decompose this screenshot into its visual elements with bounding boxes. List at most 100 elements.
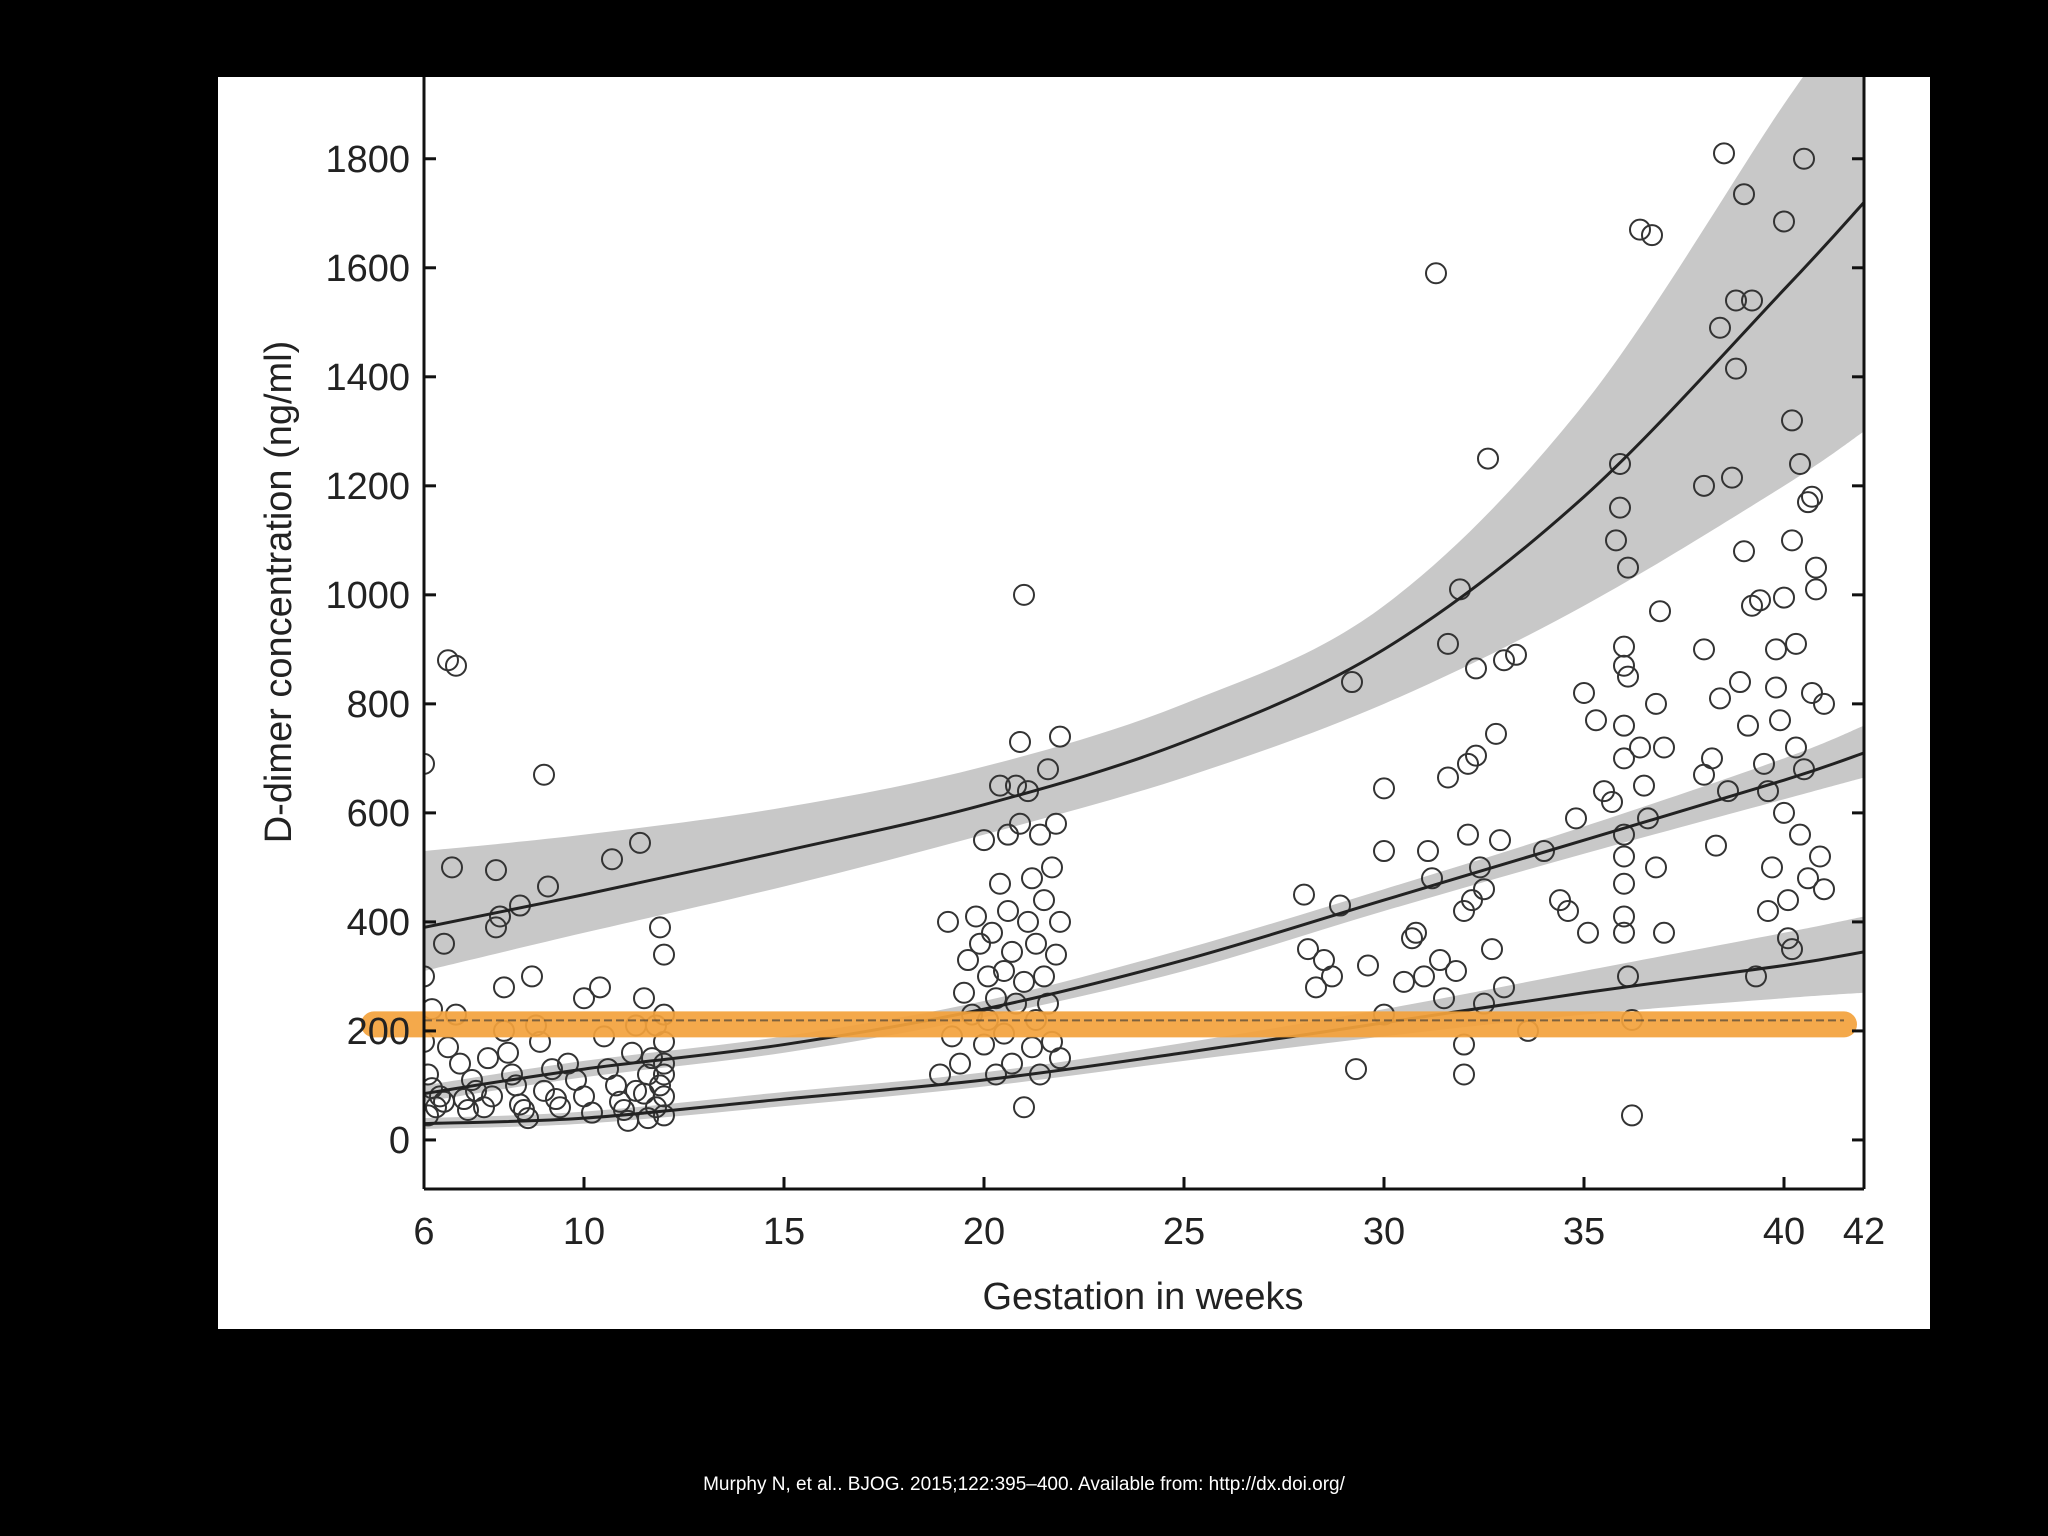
data-point <box>485 916 507 939</box>
data-point <box>1725 289 1747 312</box>
x-tick-label: 30 <box>1363 1211 1405 1253</box>
data-point <box>1793 147 1815 170</box>
data-point <box>1613 845 1635 868</box>
data-point <box>1781 409 1803 432</box>
data-point <box>1473 878 1495 901</box>
data-point <box>1429 949 1451 972</box>
data-point <box>477 1047 499 1070</box>
x-tick-label: 25 <box>1163 1211 1205 1253</box>
data-point <box>1393 970 1415 993</box>
data-point <box>1705 834 1727 857</box>
data-point <box>1613 747 1635 770</box>
data-point <box>1533 840 1555 863</box>
data-point <box>1613 823 1635 846</box>
data-point <box>653 943 675 966</box>
data-point <box>1773 586 1795 609</box>
data-point <box>1029 823 1051 846</box>
data-point <box>1761 856 1783 879</box>
data-point <box>605 1074 627 1097</box>
data-point <box>1753 752 1775 775</box>
data-point <box>989 872 1011 895</box>
data-point <box>1693 638 1715 661</box>
data-point <box>993 959 1015 982</box>
data-point <box>1445 959 1467 982</box>
data-point <box>1009 731 1031 754</box>
data-point <box>1021 867 1043 890</box>
data-point <box>1017 910 1039 933</box>
data-point <box>601 848 623 871</box>
data-point <box>1737 714 1759 737</box>
data-point <box>1693 474 1715 497</box>
data-point <box>1729 671 1751 694</box>
data-point <box>641 1047 663 1070</box>
data-point <box>613 1098 635 1121</box>
data-point <box>1457 823 1479 846</box>
data-point <box>653 1063 675 1086</box>
y-tick-label: 1000 <box>325 575 410 617</box>
axes <box>422 77 1866 1191</box>
data-point <box>653 1052 675 1075</box>
data-point <box>501 1063 523 1086</box>
data-point <box>1709 687 1731 710</box>
confidence-bands <box>424 77 1864 1130</box>
x-tick-label: 6 <box>413 1211 434 1253</box>
data-point <box>1773 801 1795 824</box>
data-point <box>1805 556 1827 579</box>
data-point <box>1613 905 1635 928</box>
data-point <box>461 1068 483 1091</box>
data-point <box>637 1063 659 1086</box>
data-point <box>1041 856 1063 879</box>
y-tick-label: 600 <box>347 793 410 835</box>
data-point <box>424 1030 435 1053</box>
data-point <box>424 965 435 988</box>
data-point <box>1049 725 1071 748</box>
data-point <box>1805 578 1827 601</box>
data-point <box>1465 657 1487 680</box>
chart-panel: 0 200 400 600 800 1000 1200 1400 1600 1800 6 10 15 20… <box>218 77 1930 1329</box>
data-point <box>1485 722 1507 745</box>
data-point <box>1493 649 1515 672</box>
data-point <box>589 976 611 999</box>
data-point <box>1613 714 1635 737</box>
data-point <box>1653 736 1675 759</box>
data-point <box>1605 529 1627 552</box>
y-tick-label: 200 <box>347 1011 410 1053</box>
data-point <box>1633 774 1655 797</box>
data-point <box>1013 583 1035 606</box>
data-point <box>1373 840 1395 863</box>
data-point <box>629 831 651 854</box>
data-point <box>521 965 543 988</box>
data-point <box>1653 921 1675 944</box>
data-point <box>429 1085 451 1108</box>
data-point <box>533 763 555 786</box>
data-point <box>969 932 991 955</box>
data-point <box>537 875 559 898</box>
data-point <box>1613 872 1635 895</box>
data-point <box>953 981 975 1004</box>
data-point <box>937 910 959 933</box>
data-point <box>1437 632 1459 655</box>
data-point <box>1045 943 1067 966</box>
data-point <box>1801 485 1823 508</box>
data-point <box>1493 976 1515 999</box>
data-point <box>1477 447 1499 470</box>
data-point <box>1617 665 1639 688</box>
data-point <box>985 1063 1007 1086</box>
data-point <box>637 1107 659 1130</box>
data-point <box>1549 889 1571 912</box>
data-point <box>973 1033 995 1056</box>
data-point <box>1405 921 1427 944</box>
data-point <box>1613 921 1635 944</box>
data-point <box>457 1098 479 1121</box>
data-point <box>1305 976 1327 999</box>
data-point <box>1649 600 1671 623</box>
data-point <box>1709 316 1731 339</box>
data-point <box>1757 900 1779 922</box>
data-point <box>1789 823 1811 846</box>
data-point <box>1417 840 1439 863</box>
data-point <box>1725 357 1747 380</box>
data-point <box>1645 692 1667 715</box>
data-point <box>649 916 671 939</box>
data-point <box>424 752 435 775</box>
citation-text: Murphy N, et al.. BJOG. 2015;122:395–400… <box>703 1474 1345 1495</box>
